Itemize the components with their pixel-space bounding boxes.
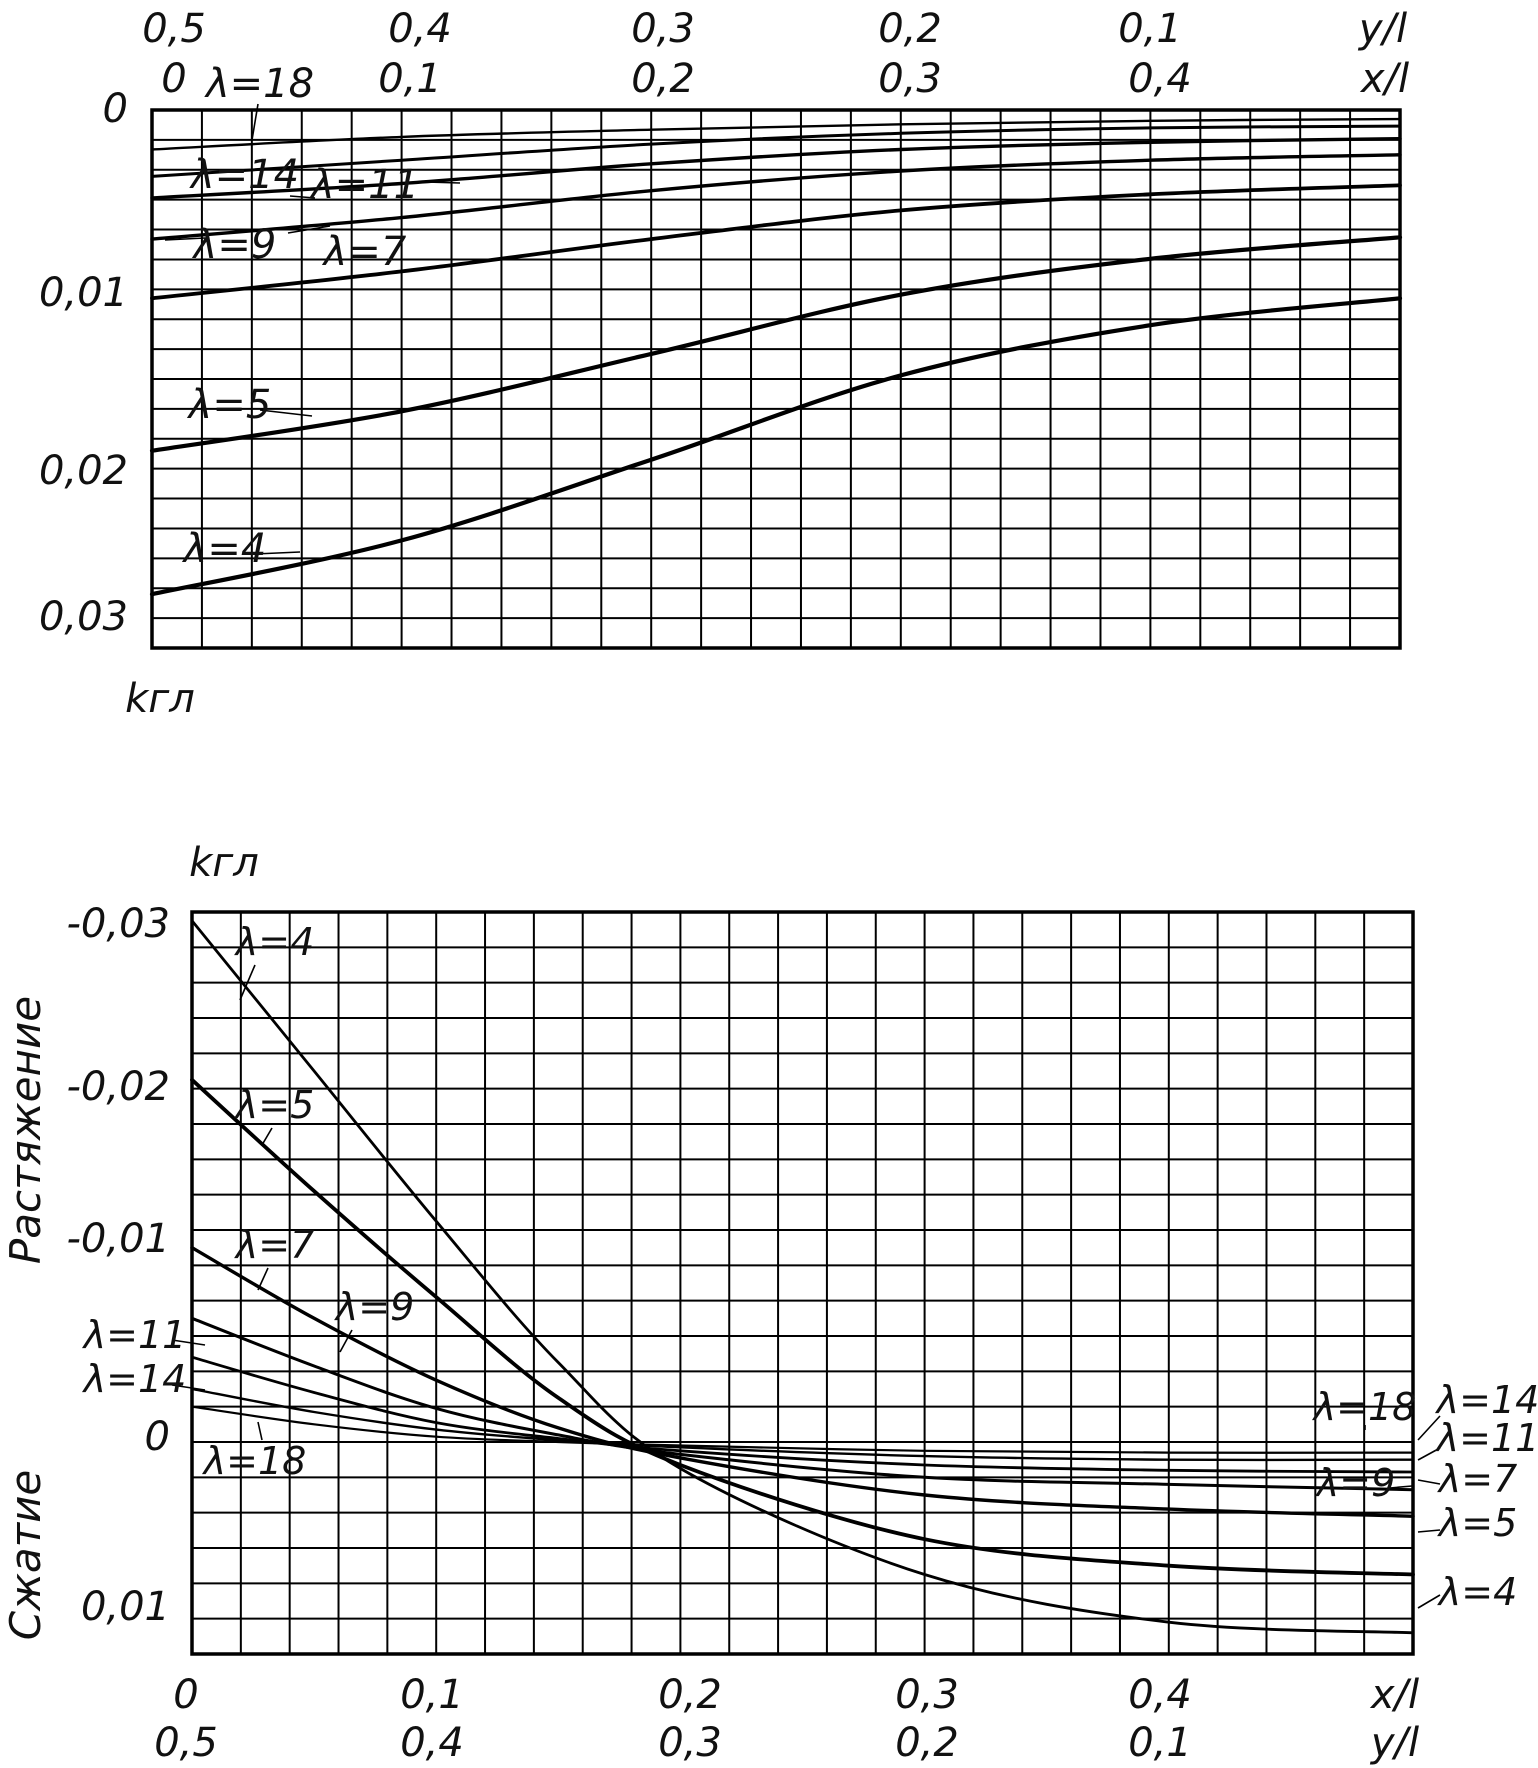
series-label-right: λ=18: [1312, 1385, 1417, 1429]
label-leader: [164, 237, 206, 241]
series-line: [150, 124, 1402, 178]
x-tick-second: 0,4: [1128, 56, 1192, 102]
series-line: [150, 117, 1402, 151]
y-tick: 0,01: [81, 1584, 170, 1630]
series-label-left: λ=14: [82, 1357, 187, 1401]
y-tick: 0: [103, 86, 128, 132]
label-leader: [171, 1384, 206, 1391]
label-leader: [1417, 1594, 1441, 1609]
label-leader: [251, 103, 259, 141]
label-leader: [289, 195, 316, 199]
label-leader: [339, 1329, 353, 1353]
label-leader: [1417, 1447, 1441, 1461]
label-leader: [424, 181, 461, 184]
x-tick-top: 0,4: [388, 6, 452, 52]
series-label: λ=14: [189, 152, 299, 198]
grid: [192, 912, 1413, 1654]
series-label-right: λ=7: [1437, 1457, 1518, 1501]
y-tick: 0: [145, 1414, 170, 1460]
x-tick-second: 0,1: [378, 56, 442, 102]
tension-side-label: Растяжение: [1, 996, 50, 1264]
x-tick-top: 0,3: [631, 6, 695, 52]
y-tick: -0,02: [67, 1064, 171, 1110]
series-label-right: λ=5: [1437, 1501, 1518, 1545]
chart-top: 0,5 0,4 0,3 0,2 0,1 y/l0 0,1 0,2 0,3 0,4 x/l00,010…: [39, 6, 1409, 722]
compression-side-label: Сжатие: [1, 1470, 50, 1641]
x-tick-second: 0,5: [154, 1720, 218, 1766]
label-leader: [1389, 1485, 1413, 1489]
label-leader: [254, 551, 301, 555]
x-axis-top-title: y/l: [1358, 6, 1407, 52]
series-label: λ=18: [204, 61, 314, 107]
series-line: [190, 1355, 1415, 1474]
y-tick: 0,01: [39, 270, 128, 316]
series-label-left: λ=4: [234, 920, 315, 964]
y-tick: -0,03: [67, 901, 171, 947]
series-line: [149, 296, 1403, 597]
series-label-right: λ=11: [1435, 1416, 1538, 1460]
x-tick: 0: [173, 1672, 198, 1718]
x-axis-second-title: y/l: [1370, 1720, 1419, 1766]
plot-frame: [150, 108, 1402, 650]
label-leader: [1417, 1415, 1441, 1441]
series-line: [190, 1077, 1415, 1577]
label-leader: [1417, 1479, 1441, 1485]
plot-frame: [190, 910, 1415, 1656]
label-leader: [1417, 1529, 1441, 1533]
label-leader: [171, 1339, 206, 1346]
series-label-left: λ=7: [234, 1223, 315, 1267]
x-tick-second: 0,3: [878, 56, 942, 102]
label-leader: [261, 1127, 273, 1146]
series-line: [190, 919, 1415, 1635]
x-tick-top: 0,2: [878, 6, 942, 52]
series-line: [150, 183, 1402, 301]
y-axis-title: kгл: [189, 840, 259, 886]
series-label: λ=11: [309, 162, 419, 208]
chart-bottom: 0 0,1 0,2 0,3 0,4 x/l0,5 0,4 0,3 0,2 0,1 y/l-0,03-…: [1, 840, 1538, 1766]
x-tick: 0,1: [400, 1672, 464, 1718]
x-tick-second: 0: [161, 56, 186, 102]
series-label-right: λ=9: [1315, 1461, 1396, 1505]
label-leader: [287, 225, 331, 234]
x-tick-second: 0,2: [631, 56, 695, 102]
x-tick: 0,2: [658, 1672, 722, 1718]
x-axis-second-title: x/l: [1359, 56, 1409, 102]
grid: [152, 110, 1400, 649]
series-label-left: λ=11: [82, 1313, 187, 1357]
series-line: [190, 1405, 1415, 1454]
series-line: [150, 137, 1402, 200]
x-tick-second: 0,3: [658, 1720, 722, 1766]
series-label: λ=5: [187, 382, 272, 428]
x-tick-second: 0,2: [895, 1720, 959, 1766]
y-tick: 0,02: [39, 448, 128, 494]
x-tick-top: 0,1: [1118, 6, 1182, 52]
y-tick: -0,01: [67, 1216, 171, 1262]
series-label-left: λ=5: [234, 1083, 315, 1127]
series-label-left: λ=9: [334, 1285, 415, 1329]
y-axis-title: kгл: [125, 676, 195, 722]
series-label: λ=9: [192, 222, 277, 268]
series-label: λ=7: [322, 229, 407, 275]
series-line: [190, 1316, 1415, 1492]
series-line: [190, 1387, 1415, 1462]
series-line: [150, 153, 1402, 241]
label-leader: [259, 409, 313, 417]
series-label-right: λ=14: [1435, 1378, 1538, 1422]
label-leader: [257, 1421, 263, 1441]
label-leader: [239, 964, 256, 1001]
series-label: λ=4: [182, 526, 267, 572]
x-tick-second: 0,4: [400, 1720, 464, 1766]
x-tick: 0,3: [895, 1672, 959, 1718]
series-line: [149, 235, 1403, 453]
series-label-right: λ=4: [1437, 1570, 1518, 1614]
x-tick-second: 0,1: [1128, 1720, 1192, 1766]
series-label-left: λ=18: [202, 1439, 307, 1483]
y-tick: 0,03: [39, 594, 128, 640]
x-axis-title: x/l: [1369, 1672, 1419, 1718]
x-tick-top: 0,5: [142, 6, 206, 52]
x-tick: 0,4: [1128, 1672, 1192, 1718]
label-leader: [257, 1267, 269, 1291]
